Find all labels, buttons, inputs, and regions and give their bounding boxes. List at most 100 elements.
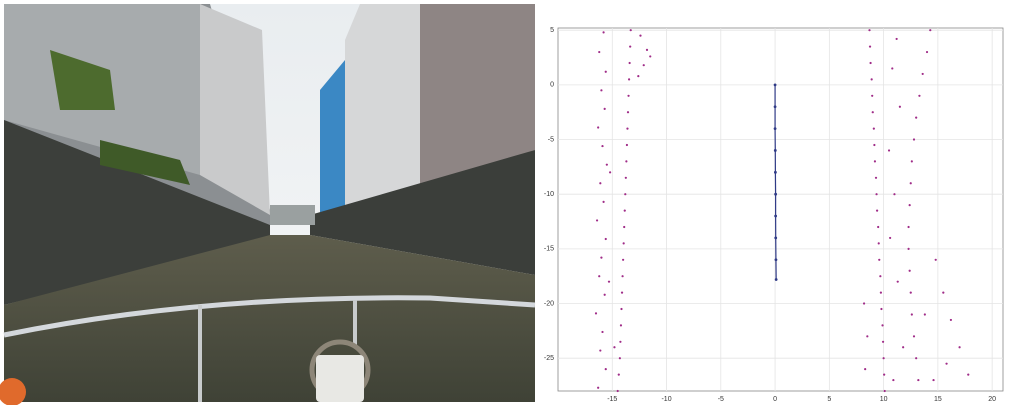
point	[876, 209, 878, 211]
point	[863, 302, 865, 304]
point	[602, 31, 604, 33]
point	[869, 62, 871, 64]
point	[958, 346, 960, 348]
point	[599, 349, 601, 351]
point	[929, 29, 931, 31]
point	[967, 373, 969, 375]
point	[774, 237, 777, 240]
point	[774, 127, 777, 130]
point	[600, 257, 602, 259]
point	[613, 346, 615, 348]
point	[868, 29, 870, 31]
point	[922, 73, 924, 75]
point	[774, 83, 777, 86]
point	[935, 259, 937, 261]
point	[604, 108, 606, 110]
point	[630, 29, 632, 31]
point	[932, 379, 934, 381]
x-tick-label: 10	[880, 396, 888, 403]
x-tick-label: -15	[607, 396, 617, 403]
x-tick-label: 20	[988, 396, 996, 403]
point	[605, 368, 607, 370]
point	[621, 275, 623, 277]
point	[626, 144, 628, 146]
y-tick-label: -25	[544, 355, 554, 362]
point	[877, 226, 879, 228]
point	[907, 248, 909, 250]
point	[873, 127, 875, 129]
point	[623, 226, 625, 228]
point	[620, 324, 622, 326]
point	[608, 281, 610, 283]
point	[866, 335, 868, 337]
point	[945, 363, 947, 365]
point	[599, 182, 601, 184]
point	[889, 237, 891, 239]
point	[626, 127, 628, 129]
point	[774, 193, 777, 196]
point	[637, 75, 639, 77]
point	[598, 51, 600, 53]
point	[774, 171, 777, 174]
x-tick-label: 5	[827, 396, 831, 403]
point	[774, 215, 777, 218]
point	[896, 38, 898, 40]
point	[775, 278, 778, 281]
point	[907, 226, 909, 228]
point	[774, 149, 777, 152]
point	[604, 294, 606, 296]
point	[601, 331, 603, 333]
point	[942, 291, 944, 293]
point	[864, 368, 866, 370]
point	[622, 259, 624, 261]
point	[595, 312, 597, 314]
x-tick-label: -5	[718, 396, 724, 403]
photo	[0, 4, 535, 405]
point	[646, 49, 648, 51]
point	[774, 105, 777, 108]
point	[883, 357, 885, 359]
point	[596, 219, 598, 221]
point	[643, 64, 645, 66]
point	[878, 259, 880, 261]
point	[628, 78, 630, 80]
point	[871, 95, 873, 97]
y-tick-label: -5	[548, 136, 554, 143]
point	[625, 160, 627, 162]
point	[875, 193, 877, 195]
point	[911, 160, 913, 162]
point	[623, 242, 625, 244]
point	[915, 117, 917, 119]
point	[902, 346, 904, 348]
point	[899, 106, 901, 108]
point	[888, 149, 890, 151]
point	[627, 111, 629, 113]
y-tick-label: 5	[550, 27, 554, 34]
y-tick-label: -20	[544, 300, 554, 307]
point	[910, 182, 912, 184]
point	[892, 379, 894, 381]
point	[621, 291, 623, 293]
point	[874, 160, 876, 162]
point	[617, 390, 619, 392]
x-tick-label: 0	[773, 396, 777, 403]
point	[880, 308, 882, 310]
point	[597, 126, 599, 128]
point	[917, 379, 919, 381]
point	[605, 238, 607, 240]
point	[619, 341, 621, 343]
point	[869, 45, 871, 47]
x-tick-label: -10	[661, 396, 671, 403]
point	[619, 357, 621, 359]
point	[913, 335, 915, 337]
point	[911, 313, 913, 315]
point	[624, 209, 626, 211]
point	[639, 35, 641, 37]
point	[627, 95, 629, 97]
point	[624, 193, 626, 195]
point	[618, 373, 620, 375]
point	[606, 164, 608, 166]
point	[918, 95, 920, 97]
x-tick-label: 15	[934, 396, 942, 403]
